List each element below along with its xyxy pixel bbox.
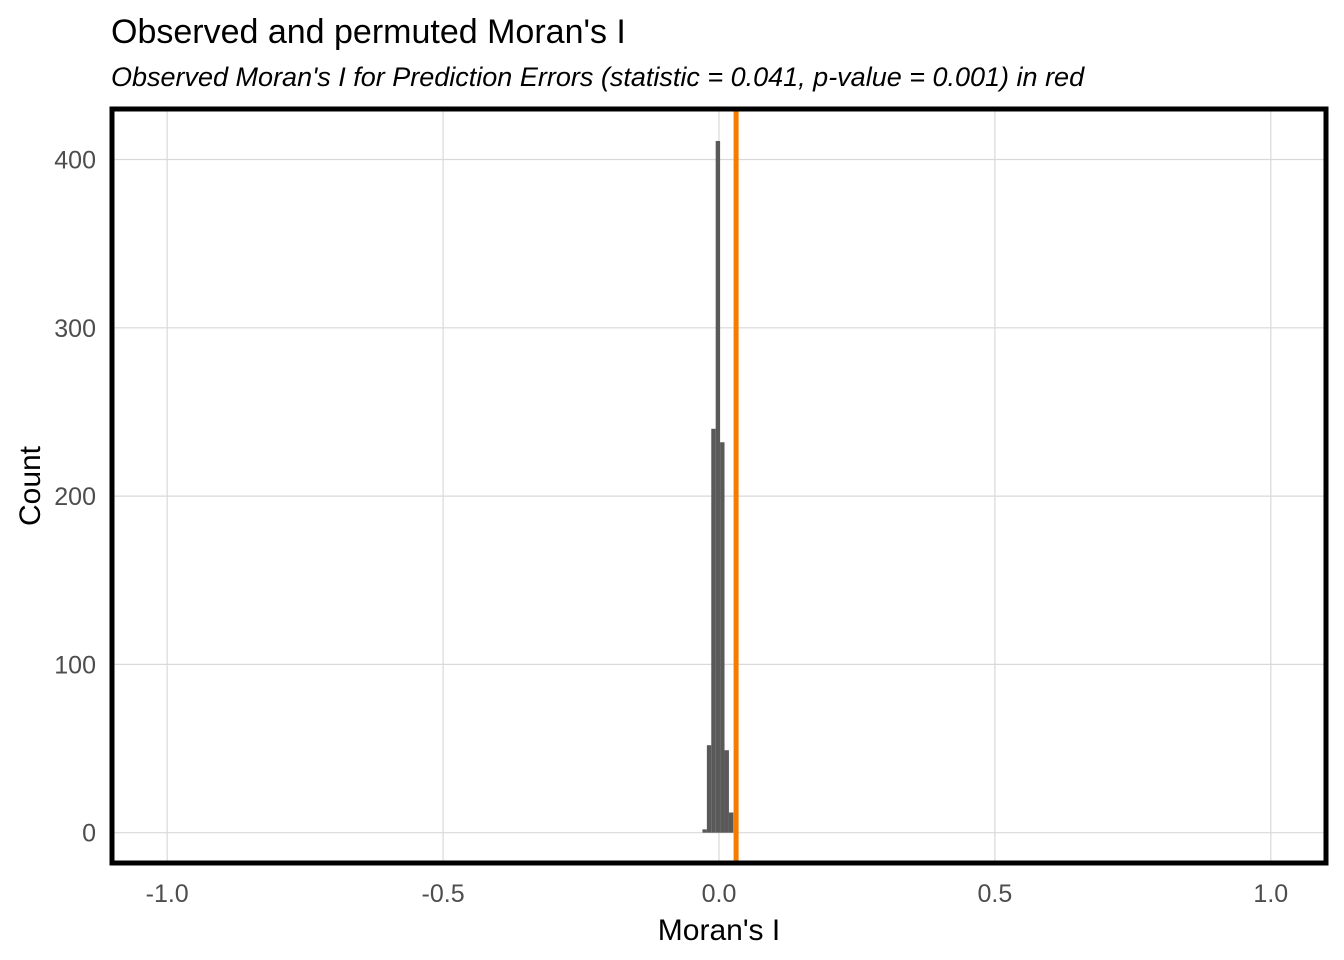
y-tick-label: 100 bbox=[54, 651, 96, 679]
x-tick-label: 1.0 bbox=[1253, 880, 1288, 908]
y-tick-labels: 0 100 200 300 400 bbox=[54, 146, 96, 847]
histogram-bar bbox=[724, 750, 729, 833]
histogram-bar bbox=[715, 140, 721, 833]
x-tick-labels: -1.0 -0.5 0.0 0.5 1.0 bbox=[146, 880, 1289, 908]
histogram-bar bbox=[720, 442, 725, 833]
y-tick-label: 200 bbox=[54, 483, 96, 511]
x-axis-title: Moran's I bbox=[658, 914, 780, 947]
y-tick-label: 300 bbox=[54, 315, 96, 343]
y-tick-label: 400 bbox=[54, 146, 96, 174]
x-tick-label: 0.0 bbox=[702, 880, 737, 908]
histogram-bar bbox=[728, 812, 734, 833]
x-tick-label: 0.5 bbox=[978, 880, 1013, 908]
histogram-bar bbox=[711, 428, 716, 833]
y-axis-title: Count bbox=[14, 445, 47, 526]
chart-subtitle: Observed Moran's I for Prediction Errors… bbox=[111, 62, 1085, 92]
histogram-bar bbox=[706, 745, 712, 833]
chart-title: Observed and permuted Moran's I bbox=[111, 13, 626, 51]
histogram-bars bbox=[702, 140, 734, 833]
y-tick-label: 0 bbox=[82, 820, 96, 848]
x-tick-label: -0.5 bbox=[422, 880, 465, 908]
x-tick-label: -1.0 bbox=[146, 880, 189, 908]
histogram-bar bbox=[702, 829, 707, 833]
panel-border bbox=[109, 106, 1329, 866]
